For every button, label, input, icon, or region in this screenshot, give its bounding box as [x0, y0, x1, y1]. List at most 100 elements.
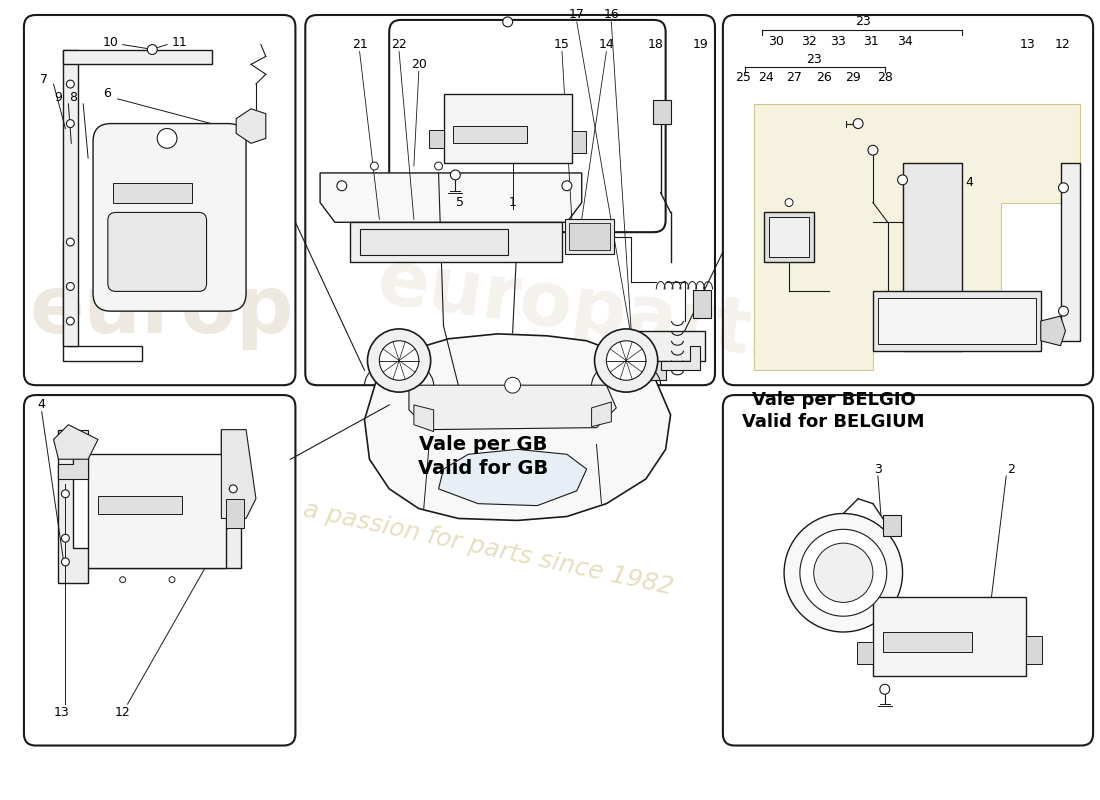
Bar [883, 514, 901, 536]
Polygon shape [64, 50, 78, 346]
Circle shape [606, 341, 646, 380]
Text: europ: europ [30, 272, 295, 350]
Bar [1026, 636, 1042, 663]
Polygon shape [58, 430, 241, 582]
Bar [693, 290, 711, 318]
Circle shape [880, 684, 890, 694]
Polygon shape [364, 334, 671, 521]
Circle shape [371, 162, 378, 170]
Polygon shape [221, 430, 256, 518]
Text: 12: 12 [114, 706, 131, 719]
Circle shape [1058, 306, 1068, 316]
Polygon shape [360, 230, 508, 255]
Text: 7: 7 [40, 73, 47, 86]
Bar [113, 183, 191, 202]
Polygon shape [661, 346, 701, 370]
Circle shape [379, 341, 419, 380]
Bar [443, 94, 572, 163]
Text: 27: 27 [786, 70, 802, 84]
Circle shape [62, 534, 69, 542]
Text: 28: 28 [877, 70, 893, 84]
Text: 24: 24 [758, 70, 774, 84]
Circle shape [62, 558, 69, 566]
Text: 13: 13 [1020, 38, 1036, 51]
Bar [88, 454, 227, 568]
Text: Vale per BELGIO: Vale per BELGIO [751, 391, 915, 409]
Polygon shape [1046, 163, 1080, 341]
Polygon shape [320, 173, 582, 222]
Text: 30: 30 [768, 35, 784, 48]
Text: 31: 31 [864, 35, 879, 48]
FancyBboxPatch shape [108, 213, 207, 291]
Text: 3: 3 [873, 462, 882, 476]
Text: 22: 22 [392, 38, 407, 51]
Text: a passion for parts since 1982: a passion for parts since 1982 [300, 497, 675, 599]
Text: 13: 13 [54, 706, 69, 719]
Circle shape [229, 485, 238, 493]
Circle shape [337, 181, 346, 190]
Text: 9: 9 [55, 91, 63, 105]
Text: 21: 21 [352, 38, 367, 51]
Text: 29: 29 [845, 70, 861, 84]
Polygon shape [414, 405, 433, 431]
Circle shape [562, 181, 572, 190]
Bar [98, 496, 182, 514]
Text: 23: 23 [855, 15, 871, 28]
Circle shape [505, 378, 520, 393]
Text: 20: 20 [411, 58, 427, 71]
Polygon shape [878, 298, 1036, 344]
Text: Vale per GB: Vale per GB [419, 435, 547, 454]
Text: 11: 11 [172, 36, 188, 49]
Circle shape [785, 198, 793, 206]
Polygon shape [409, 385, 616, 430]
Circle shape [868, 146, 878, 155]
Text: 4: 4 [966, 176, 974, 190]
Circle shape [800, 530, 887, 616]
Polygon shape [592, 402, 612, 426]
Text: 2: 2 [1008, 462, 1015, 476]
Text: 33: 33 [830, 35, 846, 48]
Text: 34: 34 [896, 35, 912, 48]
Bar [227, 498, 244, 528]
Polygon shape [236, 109, 266, 143]
Polygon shape [350, 222, 562, 262]
FancyBboxPatch shape [94, 123, 246, 311]
Circle shape [120, 577, 125, 582]
Text: 23: 23 [806, 53, 822, 66]
Circle shape [66, 317, 75, 325]
Text: europarts: europarts [373, 245, 801, 377]
Text: 10: 10 [103, 36, 119, 49]
Text: 12: 12 [1055, 38, 1070, 51]
Bar [652, 100, 671, 123]
Text: 26: 26 [816, 70, 832, 84]
Text: 14: 14 [598, 38, 614, 51]
Text: 8: 8 [69, 91, 77, 105]
Text: Valid for BELGIUM: Valid for BELGIUM [742, 413, 925, 430]
Polygon shape [64, 242, 142, 361]
Text: 18: 18 [648, 38, 663, 51]
Polygon shape [641, 361, 666, 380]
Circle shape [1058, 183, 1068, 193]
Polygon shape [58, 430, 88, 479]
Circle shape [157, 129, 177, 148]
Polygon shape [903, 163, 961, 350]
Circle shape [66, 282, 75, 290]
Polygon shape [64, 50, 211, 64]
Text: 16: 16 [604, 9, 619, 22]
Polygon shape [764, 213, 814, 262]
Circle shape [854, 118, 864, 129]
Polygon shape [54, 425, 98, 459]
Circle shape [367, 329, 431, 392]
Circle shape [814, 543, 873, 602]
Circle shape [450, 170, 460, 180]
Bar [453, 126, 527, 143]
Text: 32: 32 [801, 35, 816, 48]
Bar [857, 642, 873, 663]
Circle shape [784, 514, 903, 632]
Text: 5: 5 [456, 196, 464, 209]
Polygon shape [1041, 316, 1066, 346]
Circle shape [434, 162, 442, 170]
Text: 25: 25 [735, 70, 750, 84]
Circle shape [147, 45, 157, 54]
Circle shape [594, 329, 658, 392]
